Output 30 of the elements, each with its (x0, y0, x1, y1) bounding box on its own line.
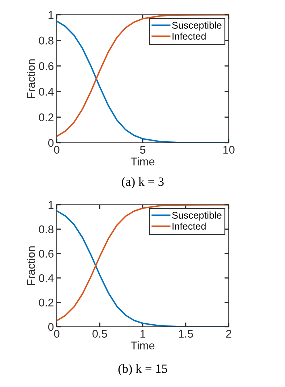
x-tick-label: 0.5 (92, 330, 108, 338)
text: (b) k = 15 (118, 364, 168, 376)
x-tick-label: 5 (140, 146, 146, 154)
x-axis-title: Time (131, 158, 155, 166)
x-tick-label: 1.5 (179, 330, 194, 338)
x-tick-label: 0 (54, 146, 60, 154)
y-tick-label: 0.6 (39, 250, 54, 258)
y-tick-label: 0.6 (39, 62, 54, 70)
y-tick-label: 1 (48, 11, 54, 20)
x-tick-label: 1 (140, 330, 146, 338)
legend-label: Susceptible (172, 212, 222, 221)
x-axis-title: Time (131, 342, 155, 350)
y-tick-label: 0.8 (39, 226, 54, 234)
legend-label: Infected (172, 222, 206, 230)
x-tick-label: 0 (54, 330, 60, 338)
legend-label: Susceptible (172, 22, 222, 31)
y-tick-label: 0.2 (39, 114, 54, 122)
x-tick-label: 2 (226, 330, 232, 338)
y-tick-label: 0.4 (39, 88, 54, 96)
y-axis-title: Fraction (27, 246, 36, 286)
legend-label: Infected (172, 32, 206, 40)
y-tick-label: 0.2 (39, 298, 54, 307)
text: (a) k = 3 (122, 177, 164, 189)
y-tick-label: 0.4 (39, 274, 54, 282)
y-tick-label: 0.8 (39, 36, 54, 45)
y-tick-label: 1 (48, 201, 54, 210)
x-tick-label: 10 (224, 146, 235, 154)
y-axis-title: Fraction (27, 60, 36, 98)
y-tick-label: 0 (48, 323, 54, 332)
y-tick-label: 0 (48, 139, 54, 148)
